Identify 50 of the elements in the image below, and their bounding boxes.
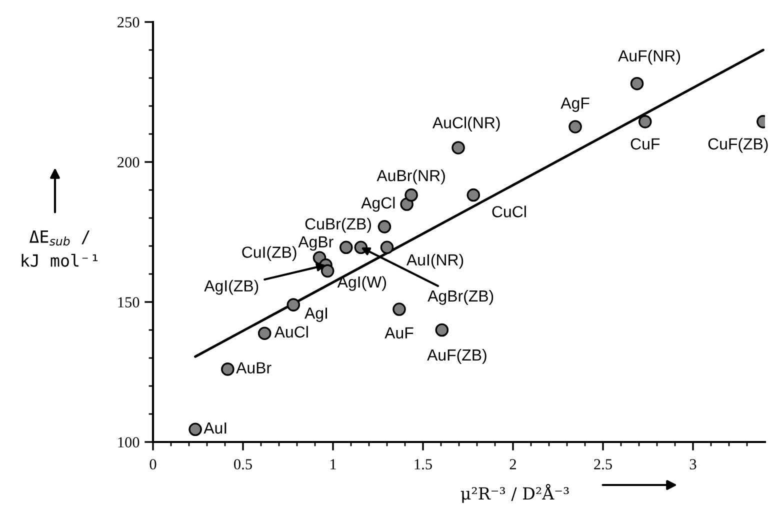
point xyxy=(435,323,449,337)
annotation: AuBr(NR) xyxy=(376,170,445,184)
x-tick-label: 1.5 xyxy=(414,459,432,470)
y-tick-label: 200 xyxy=(118,157,140,168)
y-tick-label: 250 xyxy=(118,17,140,28)
annotation: CuI(ZB) xyxy=(242,246,296,262)
point xyxy=(286,298,300,312)
point xyxy=(630,76,644,90)
point xyxy=(466,188,480,202)
y-tick-label: 100 xyxy=(118,437,140,448)
annotation: AgI(W) xyxy=(337,276,386,291)
point xyxy=(378,220,392,234)
annotation: AuCl xyxy=(274,326,308,338)
x-axis-title: μ²R⁻³ / D²Å⁻³ xyxy=(460,484,569,503)
annotation: AuI xyxy=(204,422,226,434)
annotation: AuBr xyxy=(236,362,272,374)
point xyxy=(404,188,418,202)
x-tick-label: 3 xyxy=(690,459,696,470)
x-tick-label: 1 xyxy=(330,459,336,470)
x-tick-label: 2.5 xyxy=(594,459,612,470)
x-tick-label: 2 xyxy=(510,459,516,470)
annotation: AuI(NR) xyxy=(406,254,464,269)
point xyxy=(452,141,465,154)
annotation: AuCl(NR) xyxy=(432,116,500,132)
point xyxy=(339,240,353,254)
point xyxy=(320,264,334,278)
annotation: AgI(ZB) xyxy=(204,280,258,295)
annotation: AgCl xyxy=(361,196,395,212)
annotation: AuF(NR) xyxy=(618,50,680,65)
annotation: AgF xyxy=(560,98,590,112)
point xyxy=(638,115,652,128)
point xyxy=(188,422,202,436)
x-tick-label: 0 xyxy=(150,459,156,470)
annotation: AgBr xyxy=(298,236,334,251)
annotation: AuF xyxy=(384,327,414,339)
point xyxy=(380,240,394,254)
annotation: AuF(ZB) xyxy=(427,348,486,364)
annotation: CuBr(ZB) xyxy=(305,218,371,233)
annotation: AgI xyxy=(304,308,328,322)
x-tick-label: 0.5 xyxy=(234,459,252,470)
y-axis-title: ΔE$_{sub}$ / kJ mol⁻¹ xyxy=(22,230,98,267)
point xyxy=(258,326,272,340)
point xyxy=(568,120,582,134)
annotation: CuCl xyxy=(492,206,526,218)
annotation: AgBr(ZB) xyxy=(428,290,494,305)
point xyxy=(392,302,406,316)
point xyxy=(221,362,234,376)
y-tick-label: 150 xyxy=(118,297,140,308)
annotation: CuF(ZB) xyxy=(708,138,768,153)
annotation: CuF xyxy=(630,138,660,150)
